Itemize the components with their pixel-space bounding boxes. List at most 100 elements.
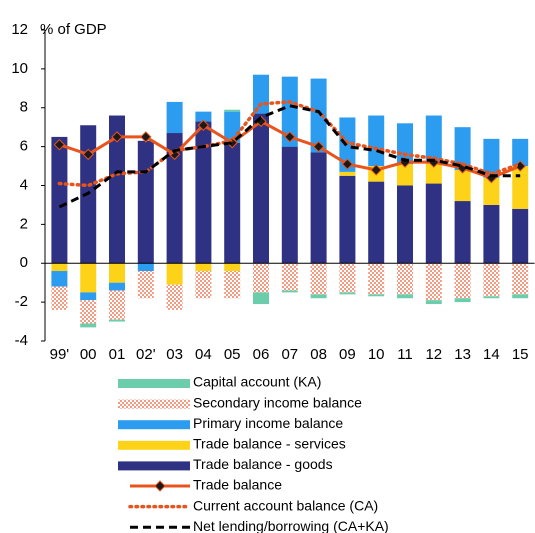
bar-segment <box>109 115 125 264</box>
x-tick-label: 13 <box>454 346 471 363</box>
bar-segment <box>483 263 500 297</box>
legend-label: Secondary income balance <box>193 394 362 410</box>
bar-segment <box>281 290 298 293</box>
x-tick-label: 04 <box>195 346 212 363</box>
bar-segment <box>397 164 413 186</box>
bar-segment <box>281 263 298 291</box>
bar-segment <box>483 204 500 264</box>
bar-segment <box>166 263 183 285</box>
bar-segment <box>137 271 154 299</box>
bar-segment <box>512 294 529 299</box>
y-tick-label: -2 <box>15 293 28 310</box>
bar-segment <box>368 115 385 167</box>
legend-label: Trade balance <box>193 477 282 493</box>
bar-segment <box>310 152 327 264</box>
bar-segment <box>51 263 68 272</box>
diamond-marker <box>140 131 152 143</box>
legend-label: Primary income balance <box>193 415 343 431</box>
line-series <box>58 104 521 209</box>
bar-segment <box>368 181 385 264</box>
diamond-marker <box>197 119 210 131</box>
bar-segment <box>512 263 529 295</box>
x-tick-label: 09 <box>339 346 356 363</box>
bar-segment <box>224 142 241 264</box>
legend-marker <box>154 480 166 492</box>
y-tick-label: 8 <box>20 99 28 116</box>
y-tick-label: 12 <box>11 21 28 38</box>
legend-label: Current account balance (CA) <box>193 497 378 513</box>
x-tick-label: 07 <box>281 346 298 363</box>
bar-segment <box>137 140 154 264</box>
bar-segment <box>397 294 413 299</box>
x-tick-label: 11 <box>397 346 413 363</box>
bar-segment <box>512 138 529 167</box>
bar-segment <box>483 177 500 205</box>
diamond-marker <box>341 158 354 170</box>
bar-segment <box>224 109 241 112</box>
bar-segment <box>80 323 97 328</box>
bar-segment <box>339 292 356 295</box>
bar-segment <box>166 101 183 134</box>
bar-segment <box>109 263 125 283</box>
bar-segment <box>512 208 529 264</box>
line-series <box>57 100 522 188</box>
bar-segment <box>109 290 125 320</box>
diamond-marker <box>82 148 94 161</box>
y-tick-label: 10 <box>11 60 28 77</box>
bar-segment <box>253 263 269 293</box>
bar-segment <box>454 263 471 299</box>
bar-segment <box>281 146 298 264</box>
bar-segment <box>80 300 97 324</box>
bar-segment <box>195 111 212 122</box>
bar-segment <box>253 74 269 114</box>
bar-segment <box>80 292 97 301</box>
bar-segment <box>397 263 413 295</box>
bar-segment <box>80 263 97 293</box>
bar-segment <box>310 294 327 299</box>
legend-swatch <box>118 461 190 471</box>
bar-segment <box>51 271 68 287</box>
x-tick-label: 08 <box>310 346 327 363</box>
bar-segment <box>253 113 269 264</box>
bar-segment <box>281 76 298 147</box>
bar-segment <box>425 115 442 163</box>
bar-segment <box>368 263 385 295</box>
y-tick-label: -4 <box>15 332 28 349</box>
diamond-marker <box>370 164 382 176</box>
bar-segment <box>166 284 183 310</box>
x-tick-label: 12 <box>425 346 442 363</box>
bar-segment <box>339 175 356 264</box>
bar-segment <box>253 292 269 305</box>
bar-segment <box>454 201 471 264</box>
bar-segment <box>224 271 241 299</box>
legend-label: Trade balance - services <box>193 436 346 452</box>
bar-segment <box>51 286 68 310</box>
x-tick-label: 00 <box>80 346 97 363</box>
bar-segment <box>425 162 442 184</box>
bar-segment <box>454 169 471 202</box>
y-tick-label: 0 <box>20 254 28 271</box>
bar-segment <box>483 138 500 178</box>
x-tick-label: 14 <box>483 346 500 363</box>
bar-segment <box>224 111 241 143</box>
diamond-marker <box>53 138 66 151</box>
bar-segment <box>425 300 442 305</box>
diamond-marker <box>111 131 123 143</box>
bar-segment <box>339 263 356 293</box>
bar-segment <box>310 78 327 153</box>
x-tick-label: 10 <box>368 346 385 363</box>
bar-segment <box>195 263 212 272</box>
bar-segment <box>195 271 212 299</box>
y-tick-label: 2 <box>20 215 28 232</box>
x-tick-label: 06 <box>253 346 270 363</box>
x-tick-label: 01 <box>109 346 126 363</box>
bar-segment <box>137 263 154 272</box>
bar-segment <box>368 294 385 297</box>
x-tick-label: 05 <box>224 346 241 363</box>
bar-segment <box>339 117 356 172</box>
bar-segment <box>425 183 442 264</box>
legend-label: Trade balance - goods <box>193 456 333 472</box>
bar-segment <box>310 263 327 295</box>
legend-label: Capital account (KA) <box>193 374 321 390</box>
legend-swatch <box>118 399 190 409</box>
